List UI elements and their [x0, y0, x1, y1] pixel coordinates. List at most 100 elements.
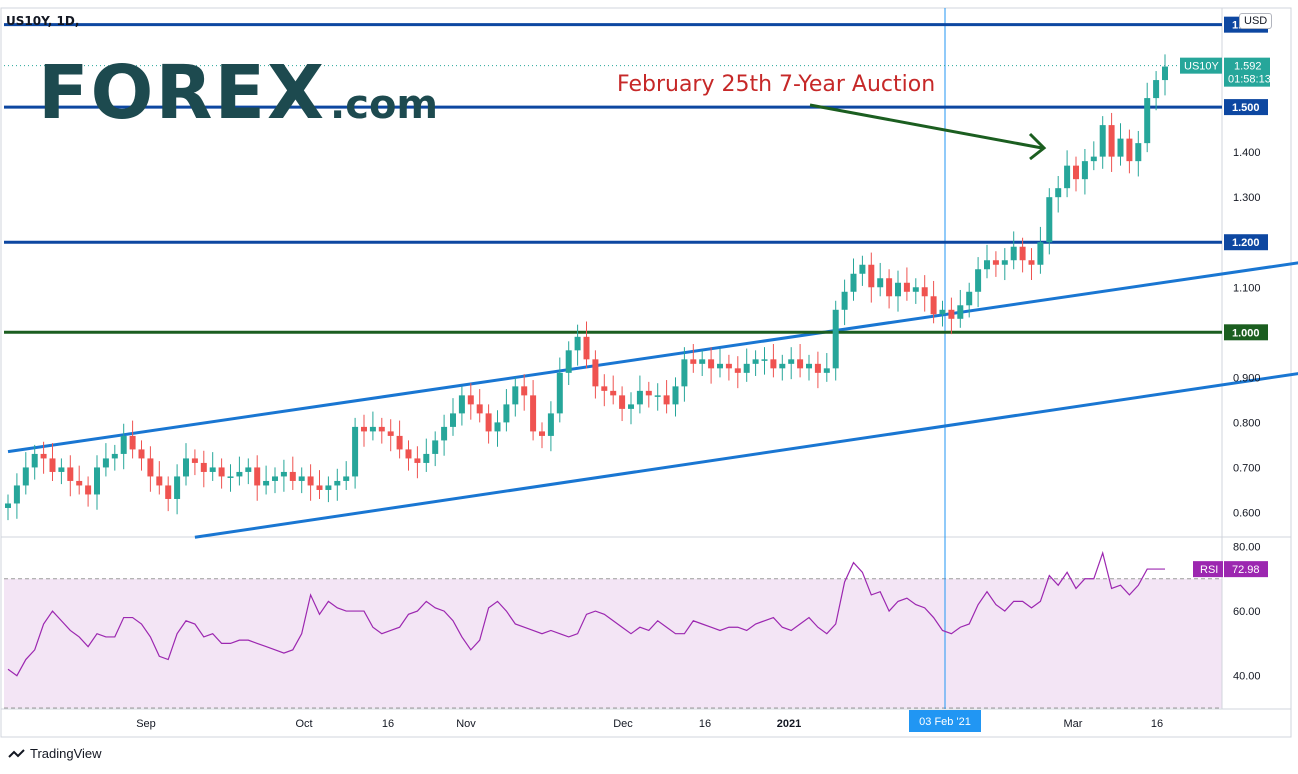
channel-lower-line [194, 372, 1298, 539]
candle-body [663, 395, 670, 405]
candle [476, 389, 483, 423]
candle [868, 252, 875, 303]
candle-body [396, 435, 403, 450]
crosshair-date-label: 03 Feb '21 [919, 716, 971, 728]
candle [245, 458, 252, 485]
candle-body [539, 431, 545, 436]
horizontal-levels[interactable] [4, 23, 1222, 334]
candle-body [31, 453, 38, 468]
candle-body [1073, 165, 1079, 180]
candle-body [877, 278, 884, 288]
candle [912, 278, 919, 304]
candle-body [289, 471, 296, 481]
chart-border [0, 7, 1292, 738]
tradingview-label: TradingView [30, 746, 102, 761]
candle-body [458, 395, 465, 414]
candle [592, 350, 599, 399]
time-tick-label: Oct [295, 718, 312, 730]
candle-body [512, 386, 519, 405]
logo-suffix: .com [330, 82, 439, 128]
time-tick-label: 16 [1151, 718, 1163, 730]
candle [601, 374, 608, 407]
candle-body [1099, 125, 1106, 157]
candle-body [476, 404, 483, 414]
candle-body [690, 359, 697, 364]
candle [903, 267, 910, 301]
candle-body [984, 260, 990, 270]
candle-body [654, 395, 661, 397]
candle-body [156, 476, 163, 486]
candle [1010, 231, 1017, 270]
candle-body [619, 395, 626, 409]
candle [325, 476, 332, 503]
candle [343, 461, 350, 490]
candle-body [966, 291, 973, 306]
candle [191, 449, 198, 476]
candle [547, 401, 554, 452]
candle-body [432, 440, 439, 454]
candle [681, 347, 688, 402]
candle [272, 467, 278, 494]
candle [49, 443, 56, 481]
candle [725, 354, 732, 381]
candle [975, 257, 982, 308]
candle [1019, 237, 1026, 273]
candle-body [717, 363, 723, 369]
candle [708, 347, 715, 384]
candle-body [912, 287, 919, 292]
candle-body [174, 476, 181, 499]
candle [254, 455, 261, 501]
candle [31, 444, 38, 480]
candle [138, 440, 145, 471]
candle [1153, 71, 1160, 111]
candle-body [191, 458, 198, 463]
level-label: 1.000 [1232, 327, 1260, 339]
candle-body [183, 458, 189, 477]
candle [654, 383, 661, 411]
candle [414, 446, 421, 479]
candle [797, 344, 804, 378]
symbol-title[interactable]: US10Y, 1D, [6, 14, 80, 28]
candle [859, 255, 866, 286]
candle-body [1010, 246, 1017, 261]
candle [94, 455, 100, 510]
candle [1046, 188, 1053, 255]
candle [895, 270, 901, 312]
candle-body [378, 426, 385, 432]
candles [5, 54, 1168, 521]
candle-body [992, 260, 999, 265]
candle-body [930, 296, 937, 315]
candle [218, 458, 225, 489]
candle [1090, 141, 1097, 171]
candle [441, 414, 448, 456]
candle [156, 461, 163, 495]
candle-body [405, 449, 412, 459]
candle-body [1108, 125, 1115, 157]
candle-body [1001, 260, 1008, 265]
candle [200, 450, 207, 488]
candle [841, 279, 848, 326]
candle [1001, 248, 1008, 281]
candle [236, 456, 243, 486]
price-tick-label: 1.400 [1233, 147, 1261, 159]
candle-body [1064, 165, 1071, 189]
candle-body [672, 386, 679, 405]
currency-badge[interactable]: USD [1239, 13, 1273, 29]
candle-body [770, 359, 777, 369]
candle-body [58, 467, 65, 472]
candle [886, 269, 893, 309]
candle-body [218, 467, 225, 477]
candle [209, 452, 216, 481]
time-tick-label: 16 [699, 718, 711, 730]
candle [1144, 82, 1151, 153]
candle [690, 344, 697, 373]
candle-body [565, 350, 572, 373]
time-tick-label: Dec [613, 718, 633, 730]
candle-body [868, 264, 875, 288]
candle-body [325, 485, 332, 490]
candle-body [307, 476, 314, 486]
tradingview-footer[interactable]: TradingView [8, 746, 102, 761]
rsi-value-label: 72.98 [1232, 564, 1260, 576]
candle-body [903, 282, 910, 292]
